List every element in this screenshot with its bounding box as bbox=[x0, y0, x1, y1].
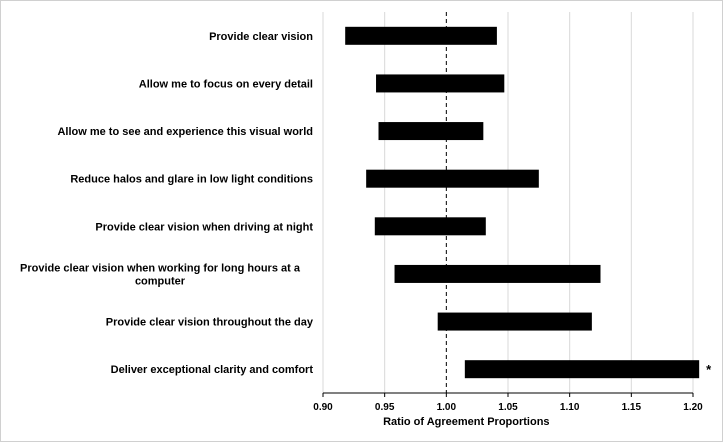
category-label: Allow me to see and experience this visu… bbox=[57, 126, 313, 138]
significance-marker: * bbox=[706, 362, 712, 377]
range-bar bbox=[394, 264, 601, 283]
range-bar bbox=[437, 312, 592, 331]
range-bar bbox=[374, 217, 486, 236]
x-tick-label: 1.15 bbox=[622, 402, 642, 413]
range-bar bbox=[464, 360, 700, 379]
x-tick-label: 0.95 bbox=[375, 402, 395, 413]
range-bar bbox=[376, 74, 505, 93]
x-tick-label: 1.05 bbox=[498, 402, 518, 413]
range-bar bbox=[345, 26, 497, 45]
category-label: Allow me to focus on every detail bbox=[139, 78, 313, 90]
x-tick-label: 1.00 bbox=[437, 402, 457, 413]
range-bar bbox=[378, 122, 484, 141]
x-axis-title: Ratio of Agreement Proportions bbox=[383, 416, 549, 428]
category-label: Provide clear vision when working for lo… bbox=[20, 262, 301, 274]
category-label: computer bbox=[135, 275, 186, 287]
category-label: Reduce halos and glare in low light cond… bbox=[70, 174, 313, 186]
category-label: Provide clear vision throughout the day bbox=[106, 317, 314, 329]
x-tick-label: 1.10 bbox=[560, 402, 580, 413]
x-tick-label: 0.90 bbox=[313, 402, 333, 413]
x-tick-label: 1.20 bbox=[683, 402, 703, 413]
category-label: Provide clear vision when driving at nig… bbox=[95, 221, 313, 233]
category-label: Deliver exceptional clarity and comfort bbox=[111, 364, 314, 376]
category-label: Provide clear vision bbox=[209, 31, 313, 43]
range-bar bbox=[366, 169, 539, 188]
